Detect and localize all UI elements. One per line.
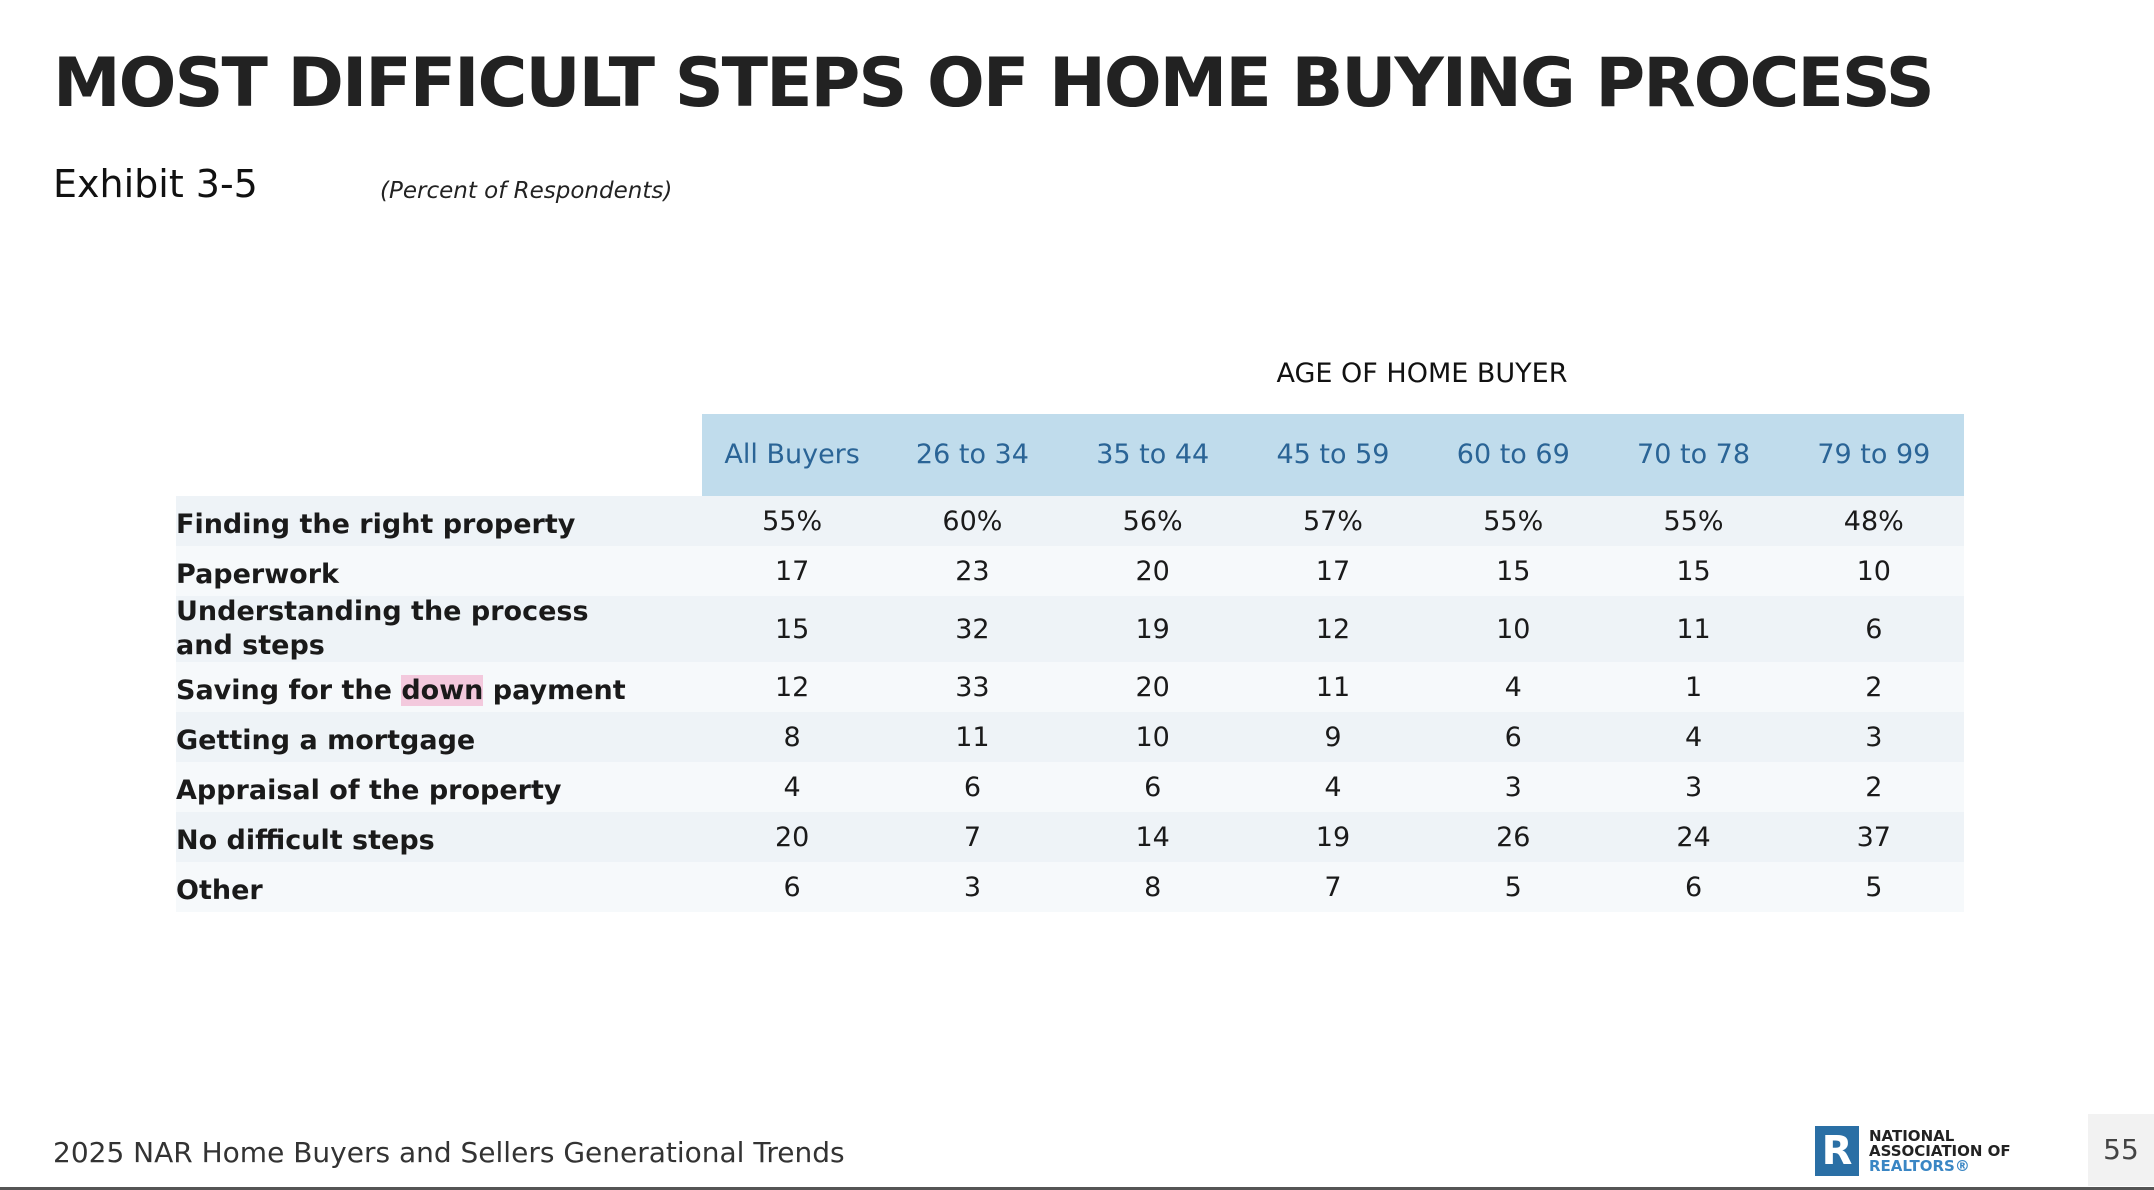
logo-text: NATIONAL ASSOCIATION OF REALTORS® (1869, 1126, 2011, 1175)
row-label: Finding the right property (176, 509, 576, 540)
column-header: 60 to 69 (1456, 439, 1570, 470)
table-cell: 20 (1135, 555, 1170, 587)
row-label: Paperwork (176, 559, 340, 590)
table-cell: 37 (1856, 821, 1891, 853)
table-cell: 8 (783, 721, 801, 753)
table-cell: 12 (1315, 613, 1351, 645)
table-cell: 17 (1315, 555, 1351, 587)
table-cell: 55% (762, 505, 823, 537)
table-cell: 6 (1144, 771, 1162, 803)
table-cell: 15 (1676, 555, 1711, 587)
table-cell: 7 (963, 821, 981, 853)
table-cell: 1 (1684, 671, 1703, 703)
table-cell: 12 (774, 671, 810, 703)
table-cell: 4 (1684, 721, 1703, 753)
row-label: Understanding the process and steps (176, 596, 589, 661)
table-row: Appraisal of the property 4 6 6 4 3 3 2 (176, 762, 1964, 812)
table-cell: 3 (963, 871, 981, 903)
row-label: No difficult steps (176, 825, 435, 856)
table-cell: 5 (1865, 871, 1883, 903)
table-row: Finding the right property 55% 60% 56% 57% 55… (176, 496, 1964, 546)
logo-line: ASSOCIATION OF (1869, 1141, 2011, 1160)
column-header: 70 to 78 (1637, 439, 1751, 470)
table-cell: 6 (963, 771, 981, 803)
realtor-r-icon: R (1815, 1126, 1859, 1176)
table-row: Getting a mortgage 8 11 10 9 6 4 3 (176, 712, 1964, 762)
table-cell: 5 (1504, 871, 1522, 903)
table-cell: 55% (1483, 505, 1544, 537)
table-cell: 10 (1135, 721, 1170, 753)
label-part: Saving for the (176, 675, 402, 706)
table-cell: 10 (1856, 555, 1891, 587)
table-cell: 26 (1496, 821, 1531, 853)
table-cell: 17 (774, 555, 810, 587)
table-cell: 8 (1144, 871, 1162, 903)
table-cell: 2 (1865, 771, 1883, 803)
table-row: No difficult steps 20 7 14 19 26 24 37 (176, 812, 1964, 862)
table-cell: 33 (955, 671, 990, 703)
column-header: 45 to 59 (1276, 439, 1390, 470)
table-body: Finding the right property 55% 60% 56% 57% 55… (176, 496, 1964, 912)
page-title: MOST DIFFICULT STEPS OF HOME BUYING PROC… (53, 44, 1935, 123)
table-cell: 3 (1504, 771, 1522, 803)
table-cell: 6 (1504, 721, 1522, 753)
table-row: Paperwork 17 23 20 17 15 15 10 (176, 546, 1964, 596)
table-row: Other 6 3 8 7 5 6 5 (176, 862, 1964, 912)
table-cell: 24 (1676, 821, 1711, 853)
logo-line: NATIONAL (1869, 1126, 1955, 1145)
table-cell: 4 (1504, 671, 1522, 703)
row-label: Saving for the down payment (176, 666, 702, 708)
row-label: Getting a mortgage (176, 725, 476, 756)
column-header: 26 to 34 (915, 439, 1029, 470)
table-cell: 7 (1324, 871, 1342, 903)
table-cell: 6 (1865, 613, 1883, 645)
table-cell: 11 (1676, 613, 1711, 645)
table-cell: 15 (1496, 555, 1531, 587)
table-cell: 23 (955, 555, 990, 587)
highlighted-word: down (401, 675, 484, 706)
table-cell: 11 (1315, 671, 1351, 703)
table-cell: 19 (1315, 821, 1351, 853)
table-cell: 15 (774, 613, 810, 645)
table-cell: 48% (1843, 505, 1904, 537)
table-row: Understanding the process and steps 15 32 1… (176, 596, 1964, 662)
table-header: All Buyers 26 to 34 35 to 44 45 to 59 60… (702, 414, 1964, 496)
table-cell: 11 (955, 721, 990, 753)
table-cell: 32 (955, 613, 990, 645)
table-cell: 19 (1135, 613, 1170, 645)
table-cell: 56% (1122, 505, 1183, 537)
table-cell: 20 (774, 821, 810, 853)
logo-line: REALTORS® (1869, 1156, 1970, 1175)
table-cell: 4 (783, 771, 801, 803)
footer-source: 2025 NAR Home Buyers and Sellers Generat… (53, 1136, 845, 1169)
bottom-divider (0, 1187, 2154, 1190)
table-cell: 2 (1865, 671, 1883, 703)
table-cell: 55% (1663, 505, 1724, 537)
exhibit-label: Exhibit 3-5 (53, 162, 258, 206)
row-label: Appraisal of the property (176, 775, 562, 806)
subtitle: (Percent of Respondents) (380, 178, 673, 204)
table-cell: 57% (1302, 505, 1363, 537)
page-number: 55 (2088, 1114, 2154, 1186)
table-cell: 14 (1135, 821, 1170, 853)
group-header: AGE OF HOME BUYER (1276, 358, 1568, 389)
table-cell: 20 (1135, 671, 1170, 703)
row-label: Other (176, 875, 263, 906)
table-cell: 3 (1684, 771, 1703, 803)
table-cell: 9 (1324, 721, 1342, 753)
table-cell: 6 (783, 871, 801, 903)
table-cell: 6 (1684, 871, 1703, 903)
label-part: payment (483, 675, 626, 706)
column-header: 79 to 99 (1817, 439, 1931, 470)
table-cell: 3 (1865, 721, 1883, 753)
nar-logo: R NATIONAL ASSOCIATION OF REALTORS® (1815, 1126, 2011, 1176)
table-cell: 60% (942, 505, 1003, 537)
table-cell: 4 (1324, 771, 1342, 803)
table-row: Saving for the down payment 12 33 20 11 4 1 2 (176, 662, 1964, 712)
column-header: 35 to 44 (1096, 439, 1210, 470)
table-cell: 10 (1496, 613, 1531, 645)
column-header: All Buyers (724, 439, 860, 470)
